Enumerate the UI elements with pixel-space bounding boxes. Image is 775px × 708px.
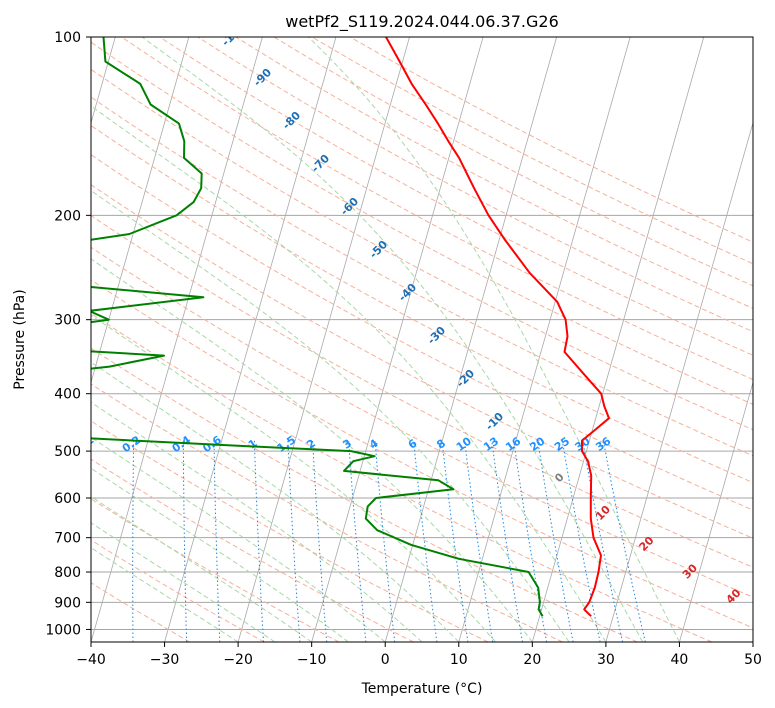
mixing-ratio-line xyxy=(253,440,264,642)
x-tick-label: 40 xyxy=(671,652,689,668)
moist-adiabat-line xyxy=(91,522,276,642)
dry-adiabat-line xyxy=(91,383,563,642)
x-tick-label: −40 xyxy=(76,652,106,668)
sounding-series xyxy=(91,37,610,617)
plot-area: -100-90-80-70-60-50-40-30-20-10010203040… xyxy=(73,20,753,642)
y-tick-label: 1000 xyxy=(45,622,81,638)
isotherm-line xyxy=(605,121,753,642)
dry-adiabat-line xyxy=(91,214,753,568)
plot-frame xyxy=(90,36,754,643)
y-tick-label: 600 xyxy=(54,491,81,507)
mixing-ratio-line xyxy=(312,440,328,642)
x-tick-label: −30 xyxy=(150,652,180,668)
mixing-ratio-line xyxy=(561,440,601,642)
dry-adiabat-line xyxy=(121,37,753,381)
mixing-ratio-label: 0.1 xyxy=(73,433,96,455)
mixing-ratio-line xyxy=(182,440,188,642)
y-tick-label: 200 xyxy=(54,208,81,224)
y-tick-label: 700 xyxy=(54,531,81,547)
x-tick-label: 0 xyxy=(381,652,390,668)
x-tick-label: −10 xyxy=(297,652,327,668)
x-axis: −40 −30 −20 −10 0 10 20 30 40 50 xyxy=(76,642,762,668)
x-tick-label: 10 xyxy=(450,652,468,668)
dry-adiabat-lines xyxy=(91,37,753,642)
x-tick-label: −20 xyxy=(223,652,253,668)
isotherm-line xyxy=(679,380,753,642)
y-tick-label: 800 xyxy=(54,565,81,581)
moist-adiabat-line xyxy=(91,401,423,642)
x-axis-label: Temperature (°C) xyxy=(361,681,483,697)
moist-adiabat-line xyxy=(91,436,386,642)
y-axis-label: Pressure (hPa) xyxy=(12,289,28,389)
mixing-ratio-line xyxy=(582,440,624,642)
isotherm-line xyxy=(458,37,631,642)
mixing-ratio-line xyxy=(374,440,396,642)
x-tick-label: 20 xyxy=(523,652,541,668)
y-tick-label: 900 xyxy=(54,595,81,611)
mixing-ratio-line xyxy=(213,440,221,642)
mixing-ratio-lines xyxy=(132,440,646,642)
dry-adiabat-line xyxy=(91,420,489,642)
mixing-ratio-line xyxy=(537,440,574,642)
dry-adiabat-label: -100 xyxy=(219,20,248,49)
dry-adiabat-line xyxy=(91,246,753,598)
isotherm-lines xyxy=(91,37,753,642)
y-tick-label: 400 xyxy=(54,387,81,403)
mixing-ratio-line xyxy=(464,440,494,642)
isobar-lines xyxy=(91,37,753,630)
dry-adiabat-line xyxy=(91,498,340,642)
dry-adiabat-line xyxy=(273,37,753,287)
dry-adiabat-line xyxy=(91,312,713,642)
moist-adiabat-line xyxy=(91,361,460,642)
mixing-ratio-line xyxy=(513,440,548,642)
moist-adiabat-line xyxy=(91,258,533,642)
y-axis: 100 200 300 400 500 600 700 800 900 1000 xyxy=(45,30,91,638)
dry-adiabat-line xyxy=(91,582,190,642)
moist-adiabat-line xyxy=(91,314,496,642)
dry-adiabat-line xyxy=(91,184,753,539)
isotherm-line xyxy=(384,37,558,642)
dewpoint-line xyxy=(91,37,544,617)
moist-adiabat-line xyxy=(91,496,312,642)
temperature-line xyxy=(385,37,610,617)
isotherm-line xyxy=(91,37,190,384)
mixing-ratio-line xyxy=(287,440,301,642)
mixing-ratio-line xyxy=(132,440,135,642)
dry-adiabat-line xyxy=(91,68,753,431)
moist-adiabat-line xyxy=(91,467,349,642)
x-tick-label: 50 xyxy=(744,652,762,668)
dry-adiabat-line xyxy=(91,347,638,642)
isotherm-line xyxy=(531,37,705,642)
chart-title: wetPf2_S119.2024.044.06.37.G26 xyxy=(285,12,559,32)
y-tick-label: 500 xyxy=(54,444,81,460)
x-tick-label: 30 xyxy=(597,652,615,668)
isotherm-line xyxy=(311,37,484,642)
moist-adiabat-line xyxy=(141,37,644,642)
dry-adiabat-line xyxy=(91,41,753,405)
mixing-ratio-line xyxy=(602,440,646,642)
mixing-ratio-line xyxy=(491,440,523,642)
isotherm-line xyxy=(164,37,337,642)
dry-adiabat-line xyxy=(91,96,753,457)
isotherm-line xyxy=(237,37,410,642)
mixing-ratio-line xyxy=(441,440,469,642)
moist-adiabat-line xyxy=(91,105,607,642)
moist-adiabat-lines xyxy=(91,37,680,642)
y-tick-label: 300 xyxy=(54,313,81,329)
y-tick-label: 100 xyxy=(54,30,81,46)
mixing-ratio-line xyxy=(413,440,438,642)
mixing-ratio-line xyxy=(348,440,367,642)
